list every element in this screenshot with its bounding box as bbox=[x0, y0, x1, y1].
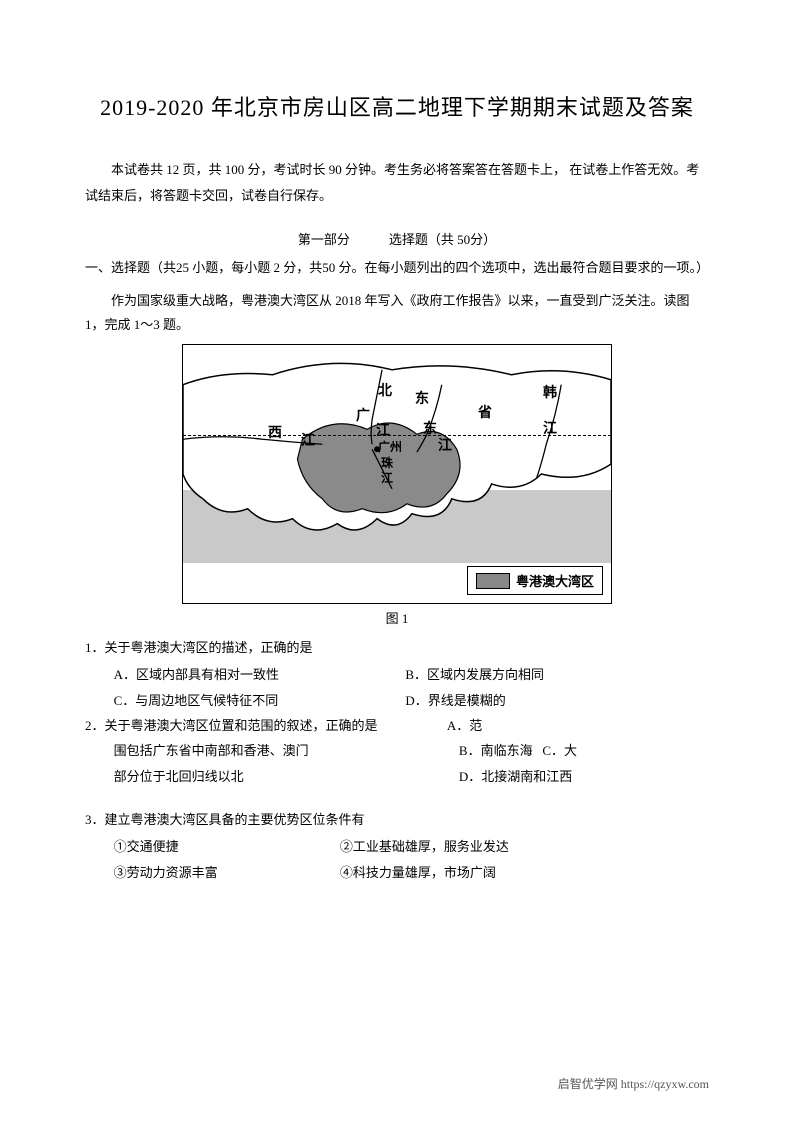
map-label-xi: 西 bbox=[268, 427, 282, 441]
q2-option-d: D．北接湖南和江西 bbox=[459, 764, 709, 789]
map-label-zhu: 珠 bbox=[381, 457, 393, 469]
q3-option-1: ①交通便捷 bbox=[114, 834, 340, 859]
legend-swatch bbox=[476, 573, 510, 589]
q1-option-b: B．区域内发展方向相同 bbox=[405, 662, 709, 687]
map-label-guang: 广 bbox=[356, 410, 370, 424]
q3-option-4: ④科技力量雄厚，市场广阔 bbox=[340, 860, 709, 885]
q3-option-2: ②工业基础雄厚，服务业发达 bbox=[340, 834, 709, 859]
figure-caption: 图 1 bbox=[85, 608, 709, 627]
page-title: 2019-2020 年北京市房山区高二地理下学期期末试题及答案 bbox=[85, 90, 709, 122]
page-footer: 启智优学网 https://qzyxw.com bbox=[558, 1075, 709, 1092]
q1-option-a: A．区域内部具有相对一致性 bbox=[114, 662, 406, 687]
legend-text: 粤港澳大湾区 bbox=[516, 571, 594, 590]
q3-option-3: ③劳动力资源丰富 bbox=[114, 860, 340, 885]
q2-line2-left: 围包括广东省中南部和香港、澳门 bbox=[114, 738, 459, 763]
map-label-jiang5: 江 bbox=[381, 472, 393, 484]
exam-intro: 本试卷共 12 页，共 100 分，考试时长 90 分钟。考生务必将答案答在答题… bbox=[85, 157, 709, 209]
map-label-sheng: 省 bbox=[478, 407, 492, 421]
q1-option-c: C．与周边地区气候特征不同 bbox=[114, 688, 406, 713]
q2-stem: 2．关于粤港澳大湾区位置和范围的叙述，正确的是 bbox=[85, 713, 447, 738]
map-label-jiang4: 江 bbox=[438, 440, 452, 454]
map-svg bbox=[183, 345, 611, 603]
passage-text: 作为国家级重大战略，粤港澳大湾区从 2018 年写入《政府工作报告》以来，一直受… bbox=[85, 289, 709, 338]
map-label-dongprov: 东 bbox=[423, 423, 437, 437]
q1-option-d: D．界线是模糊的 bbox=[405, 688, 709, 713]
q2-option-a: A．范 bbox=[447, 713, 709, 738]
q2-option-b: B．南临东海 bbox=[459, 743, 533, 758]
map-label-jiang2: 江 bbox=[543, 423, 557, 437]
map-label-jiang3: 江 bbox=[376, 425, 390, 439]
map-label-guangzhou: 广州 bbox=[378, 441, 402, 453]
q2-line3-left: 部分位于北回归线以北 bbox=[114, 764, 459, 789]
map-legend: 粤港澳大湾区 bbox=[467, 566, 603, 595]
q2-option-c: C．大 bbox=[542, 743, 577, 758]
q3-stem: 3．建立粤港澳大湾区具备的主要优势区位条件有 bbox=[85, 807, 709, 832]
section-instruction: 一、选择题（共25 小题，每小题 2 分，共50 分。在每小题列出的四个选项中，… bbox=[85, 256, 709, 281]
map-label-han: 韩 bbox=[543, 387, 557, 401]
map-label-jiang: 江 bbox=[301, 435, 315, 449]
q1-stem: 1．关于粤港澳大湾区的描述，正确的是 bbox=[85, 635, 709, 660]
map-label-bei: 北 bbox=[378, 385, 392, 399]
map-label-dongriver: 东 bbox=[415, 393, 429, 407]
map-figure: 西 江 北 广 江 东 东 江 省 韩 江 广州 珠 江 粤港澳大湾区 bbox=[182, 344, 612, 604]
section-header: 第一部分 选择题（共 50分） bbox=[85, 229, 709, 248]
